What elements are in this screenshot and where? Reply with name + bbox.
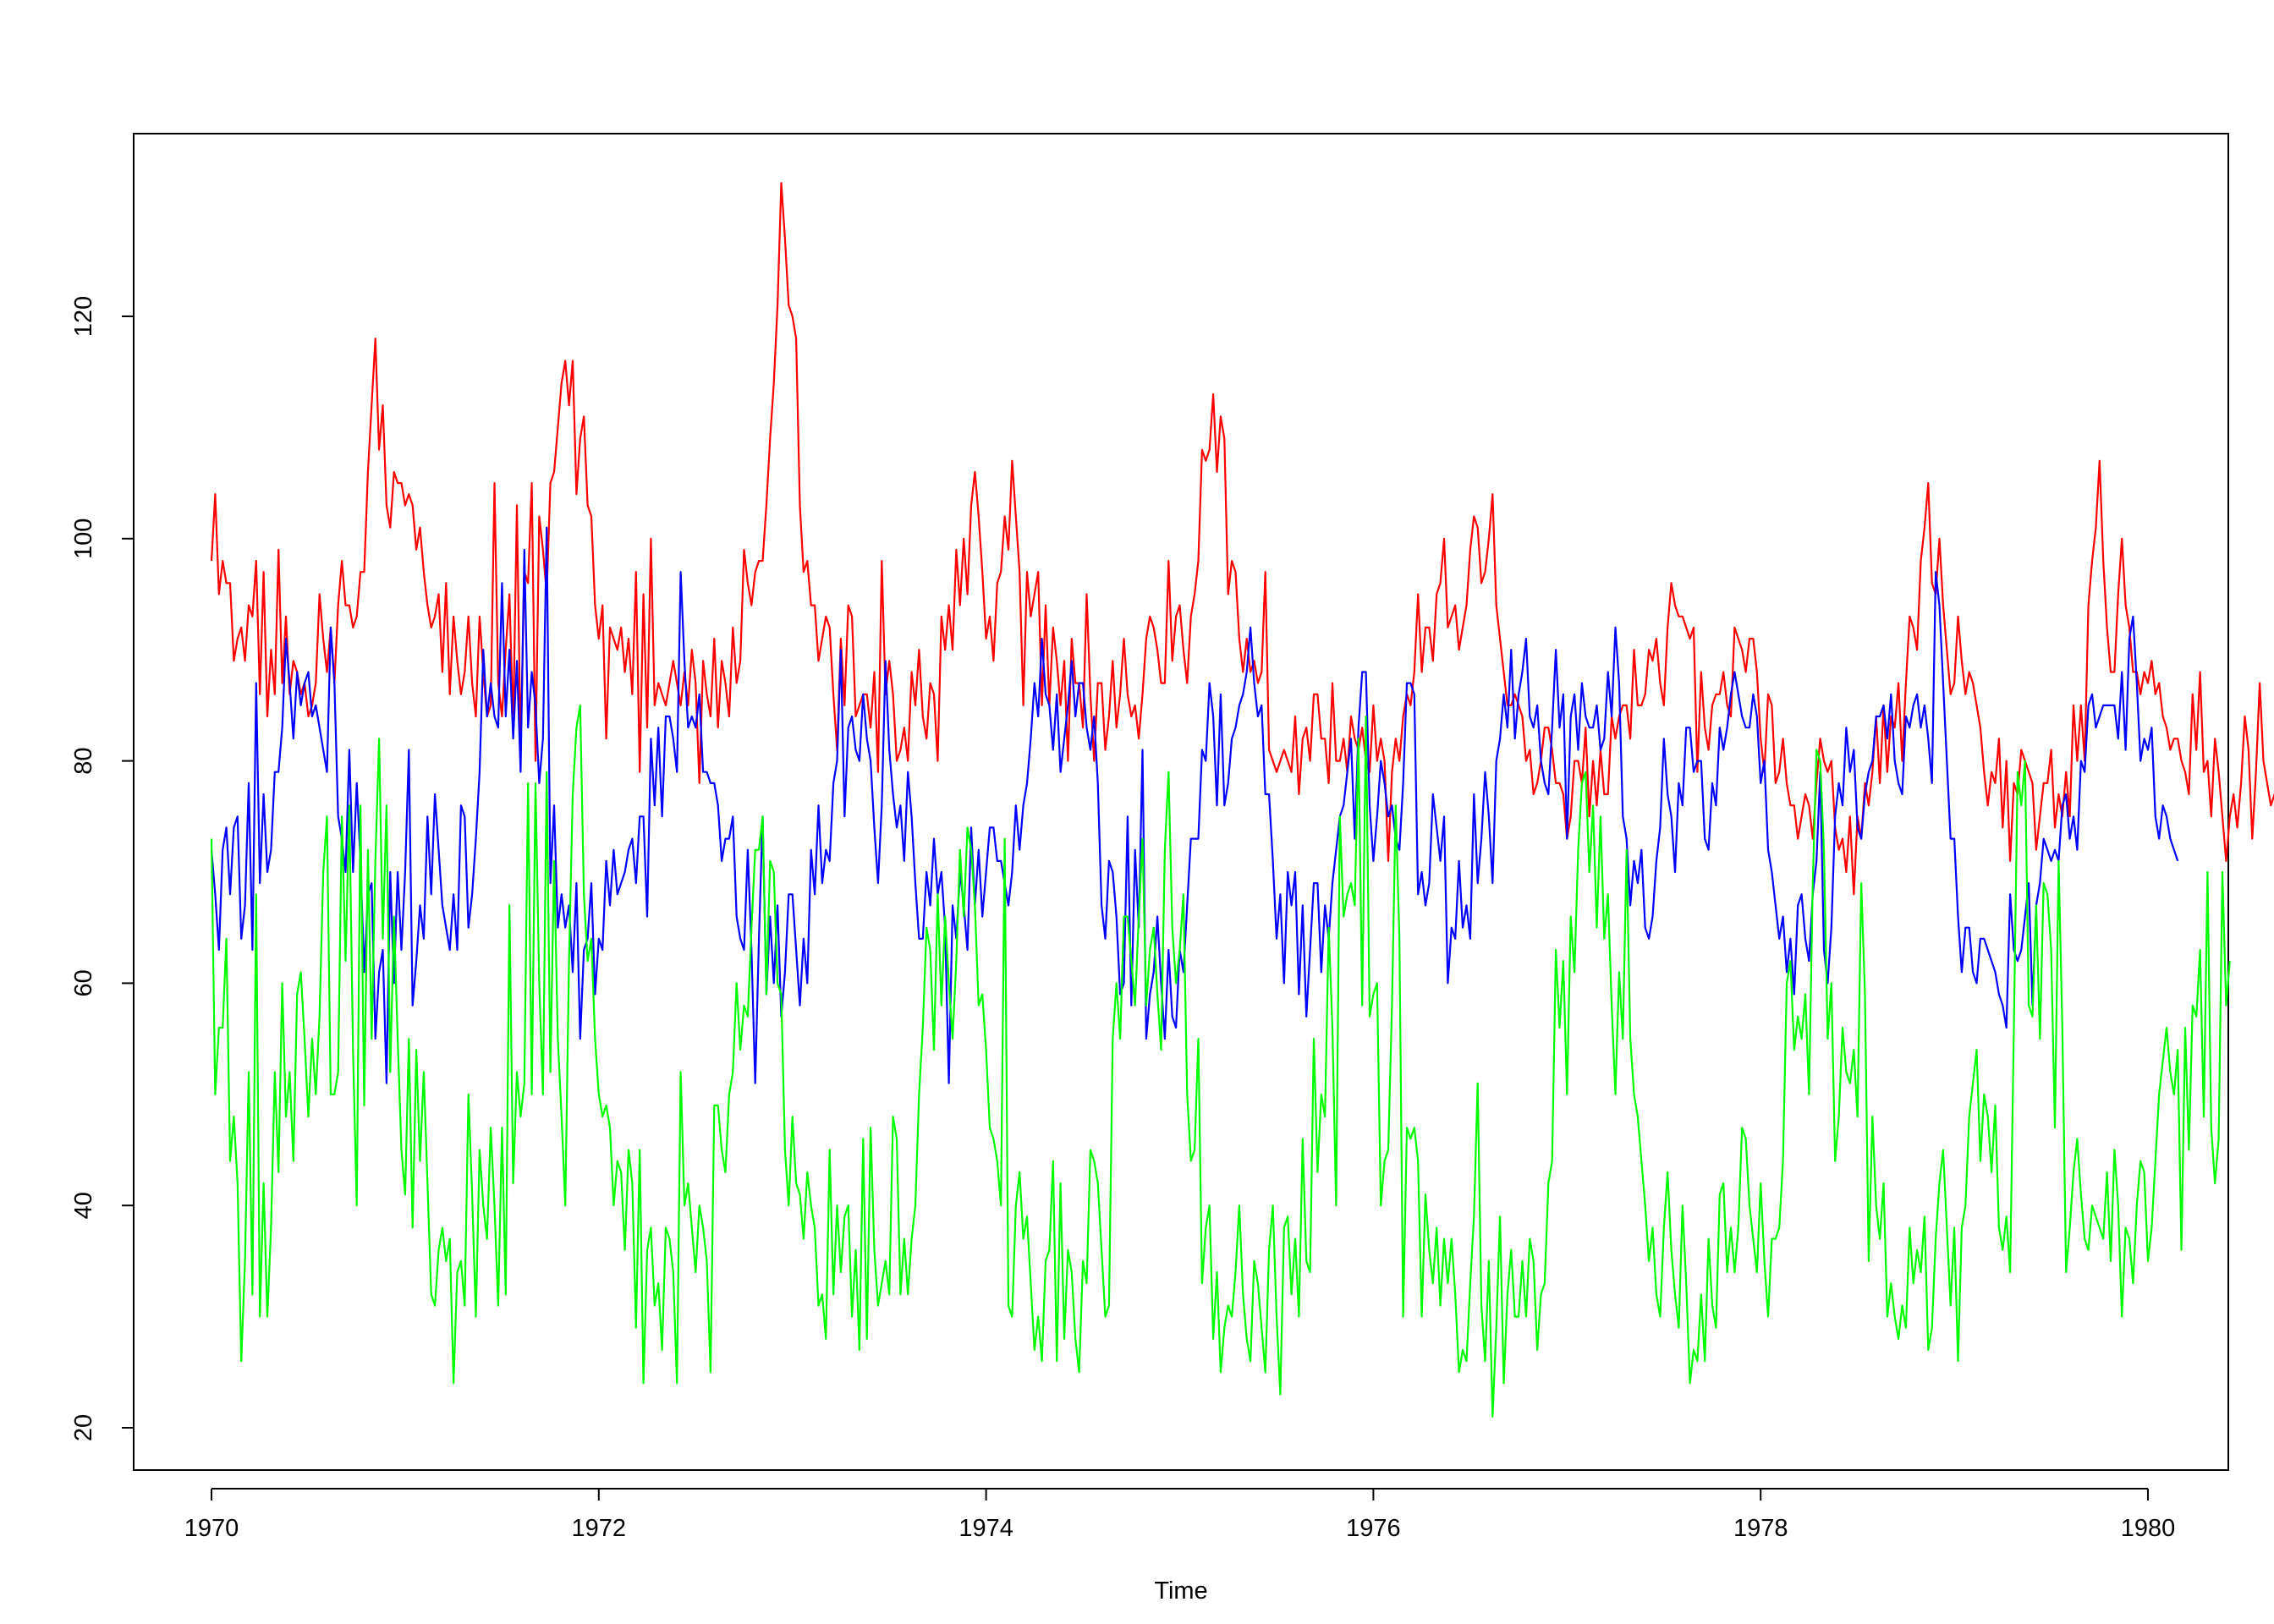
series-line-2 [210,526,2179,1084]
x-axis-title: Time [1154,1577,1207,1605]
y-tick-label: 80 [70,747,97,774]
x-tick-label: 1972 [572,1515,627,1542]
x-tick-label: 1980 [2121,1515,2176,1542]
y-tick-label: 60 [70,969,97,996]
y-axis: 20 40 60 80 100 120 [70,296,135,1441]
x-tick-label: 1970 [184,1515,239,1542]
x-tick-label: 1974 [958,1515,1013,1542]
y-tick-label: 100 [70,518,97,559]
y-tick-label: 20 [70,1414,97,1441]
series-line-1 [210,182,2274,896]
y-tick-label: 120 [70,296,97,337]
y-tick-label: 40 [70,1192,97,1219]
x-tick-label: 1978 [1733,1515,1788,1542]
series-group [210,182,2274,1418]
x-axis: 1970 1972 1974 1976 1978 1980 [184,1488,2176,1542]
x-tick-label: 1976 [1346,1515,1401,1542]
series-line-3 [210,704,2231,1418]
